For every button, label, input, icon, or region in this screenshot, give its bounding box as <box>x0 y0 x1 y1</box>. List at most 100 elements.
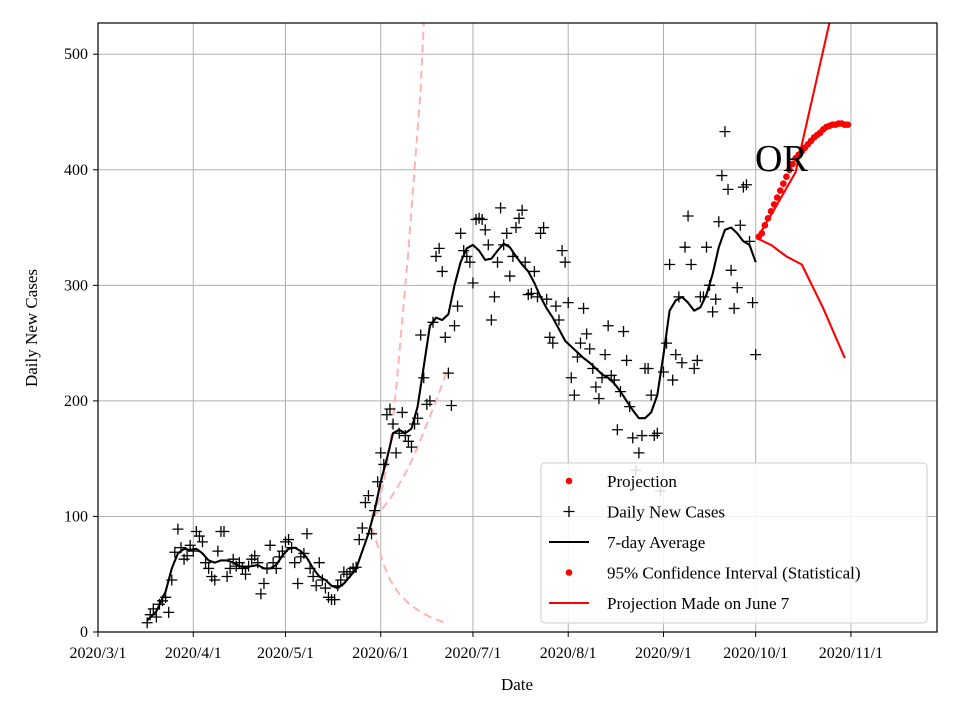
data-point-daily-new-cases <box>679 241 691 253</box>
data-point-daily-new-cases <box>445 400 457 412</box>
data-point-daily-new-cases <box>544 331 556 343</box>
x-tick-label: 2020/11/1 <box>819 645 883 662</box>
data-point-daily-new-cases <box>436 265 448 277</box>
data-point-daily-new-cases <box>731 282 743 294</box>
x-tick-label: 2020/4/1 <box>165 645 222 662</box>
data-point-daily-new-cases <box>510 222 522 234</box>
data-point-daily-new-cases <box>584 343 596 355</box>
data-point-daily-new-cases <box>667 374 679 386</box>
data-point-daily-new-cases <box>642 363 654 375</box>
data-point-daily-new-cases <box>716 170 728 182</box>
data-point-daily-new-cases <box>495 202 507 214</box>
data-point-daily-new-cases <box>430 250 442 262</box>
data-point-daily-new-cases <box>329 594 341 606</box>
data-point-daily-new-cases <box>448 320 460 332</box>
data-point-daily-new-cases <box>150 611 162 623</box>
legend-label-7-day-average: 7-day Average <box>607 533 705 552</box>
data-point-daily-new-cases <box>722 183 734 195</box>
data-point-daily-new-cases <box>181 550 193 562</box>
data-point-daily-new-cases <box>405 441 417 453</box>
data-point-daily-new-cases <box>525 287 537 299</box>
data-point-daily-new-cases <box>645 389 657 401</box>
data-point-daily-new-cases <box>209 574 221 586</box>
plot-frame <box>97 22 938 633</box>
data-point-daily-new-cases <box>670 349 682 361</box>
data-point-daily-new-cases <box>734 219 746 231</box>
data-point-daily-new-cases <box>455 227 467 239</box>
legend-marker-95-confidence-interval-statistical <box>565 569 573 576</box>
data-point-daily-new-cases <box>387 418 399 430</box>
x-axis-label: Date <box>501 675 533 694</box>
data-point-daily-new-cases <box>255 588 267 600</box>
data-point-daily-new-cases <box>516 204 528 216</box>
legend-label-projection: Projection <box>607 472 677 491</box>
data-point-daily-new-cases <box>236 562 248 574</box>
data-point-daily-new-cases <box>501 227 513 239</box>
data-point-daily-new-cases <box>381 409 393 421</box>
data-point-daily-new-cases <box>575 337 587 349</box>
data-point-daily-new-cases <box>590 381 602 393</box>
y-axis: 0 100 200 300 400 500 <box>64 46 98 641</box>
legend: Projection Daily New Cases 7-day Average 95… <box>540 462 928 624</box>
data-point-daily-new-cases <box>467 277 479 289</box>
data-point-daily-new-cases <box>252 557 264 569</box>
series-layer <box>141 22 852 629</box>
data-point-daily-new-cases <box>535 227 547 239</box>
data-point-daily-new-cases <box>415 329 427 341</box>
data-point-daily-new-cases <box>719 126 731 138</box>
data-point-daily-new-cases <box>688 363 700 375</box>
data-point-daily-new-cases <box>307 571 319 583</box>
data-point-daily-new-cases <box>249 550 261 562</box>
data-point-daily-new-cases <box>541 293 553 305</box>
legend-label-projection-made-on-june-7: Projection Made on June 7 <box>607 594 790 613</box>
legend-label-95-confidence-interval-statistical: 95% Confidence Interval (Statistical) <box>607 564 861 583</box>
data-point-daily-new-cases <box>618 326 630 338</box>
data-point-daily-new-cases <box>442 367 454 379</box>
data-point-daily-new-cases <box>359 497 371 509</box>
data-point-daily-new-cases <box>353 534 365 546</box>
x-tick-label: 2020/10/1 <box>723 645 788 662</box>
data-point-daily-new-cases <box>553 314 565 326</box>
data-point-daily-new-cases <box>264 539 276 551</box>
data-point-daily-new-cases <box>707 306 719 318</box>
data-point-daily-new-cases <box>747 297 759 309</box>
legend-marker-daily-new-cases <box>563 506 575 517</box>
y-tick-label: 400 <box>64 162 88 179</box>
series-line-95-ci-lower-june-7 <box>370 527 449 624</box>
series-line-projection-made-on-june-7 <box>370 369 450 518</box>
data-point-daily-new-cases <box>504 270 516 282</box>
data-point-daily-new-cases <box>633 447 645 459</box>
data-point-daily-new-cases <box>627 432 639 444</box>
data-point-projection <box>761 221 769 229</box>
data-point-daily-new-cases <box>562 297 574 309</box>
data-point-daily-new-cases <box>319 582 331 594</box>
data-point-daily-new-cases <box>196 536 208 548</box>
data-point-daily-new-cases <box>578 302 590 314</box>
data-point-daily-new-cases <box>390 447 402 459</box>
data-point-daily-new-cases <box>750 349 762 361</box>
data-point-daily-new-cases <box>240 568 252 580</box>
data-point-daily-new-cases <box>384 403 396 415</box>
y-tick-label: 500 <box>64 46 88 63</box>
data-point-projection <box>767 208 775 215</box>
x-axis: 2020/3/1 2020/4/1 2020/5/1 2020/6/1 2020/7/1… <box>70 632 883 662</box>
data-point-daily-new-cases <box>258 577 270 589</box>
data-point-daily-new-cases <box>289 557 301 569</box>
x-tick-label: 2020/6/1 <box>352 645 409 662</box>
data-point-daily-new-cases <box>396 406 408 418</box>
data-point-daily-new-cases <box>172 523 184 535</box>
data-point-daily-new-cases <box>602 320 614 332</box>
data-point-daily-new-cases <box>513 212 525 224</box>
data-point-daily-new-cases <box>710 293 722 305</box>
data-point-daily-new-cases <box>218 525 230 537</box>
data-point-daily-new-cases <box>313 557 325 569</box>
data-point-daily-new-cases <box>556 245 568 257</box>
y-axis-label: Daily New Cases <box>22 269 41 387</box>
series-line-95-ci-upper-june-7 <box>370 22 425 517</box>
data-point-daily-new-cases <box>375 447 387 459</box>
data-point-daily-new-cases <box>356 522 368 534</box>
data-point-projection <box>783 173 790 180</box>
data-point-daily-new-cases <box>482 239 494 251</box>
data-point-daily-new-cases <box>740 179 752 191</box>
series-line-7-day-average <box>146 226 757 622</box>
